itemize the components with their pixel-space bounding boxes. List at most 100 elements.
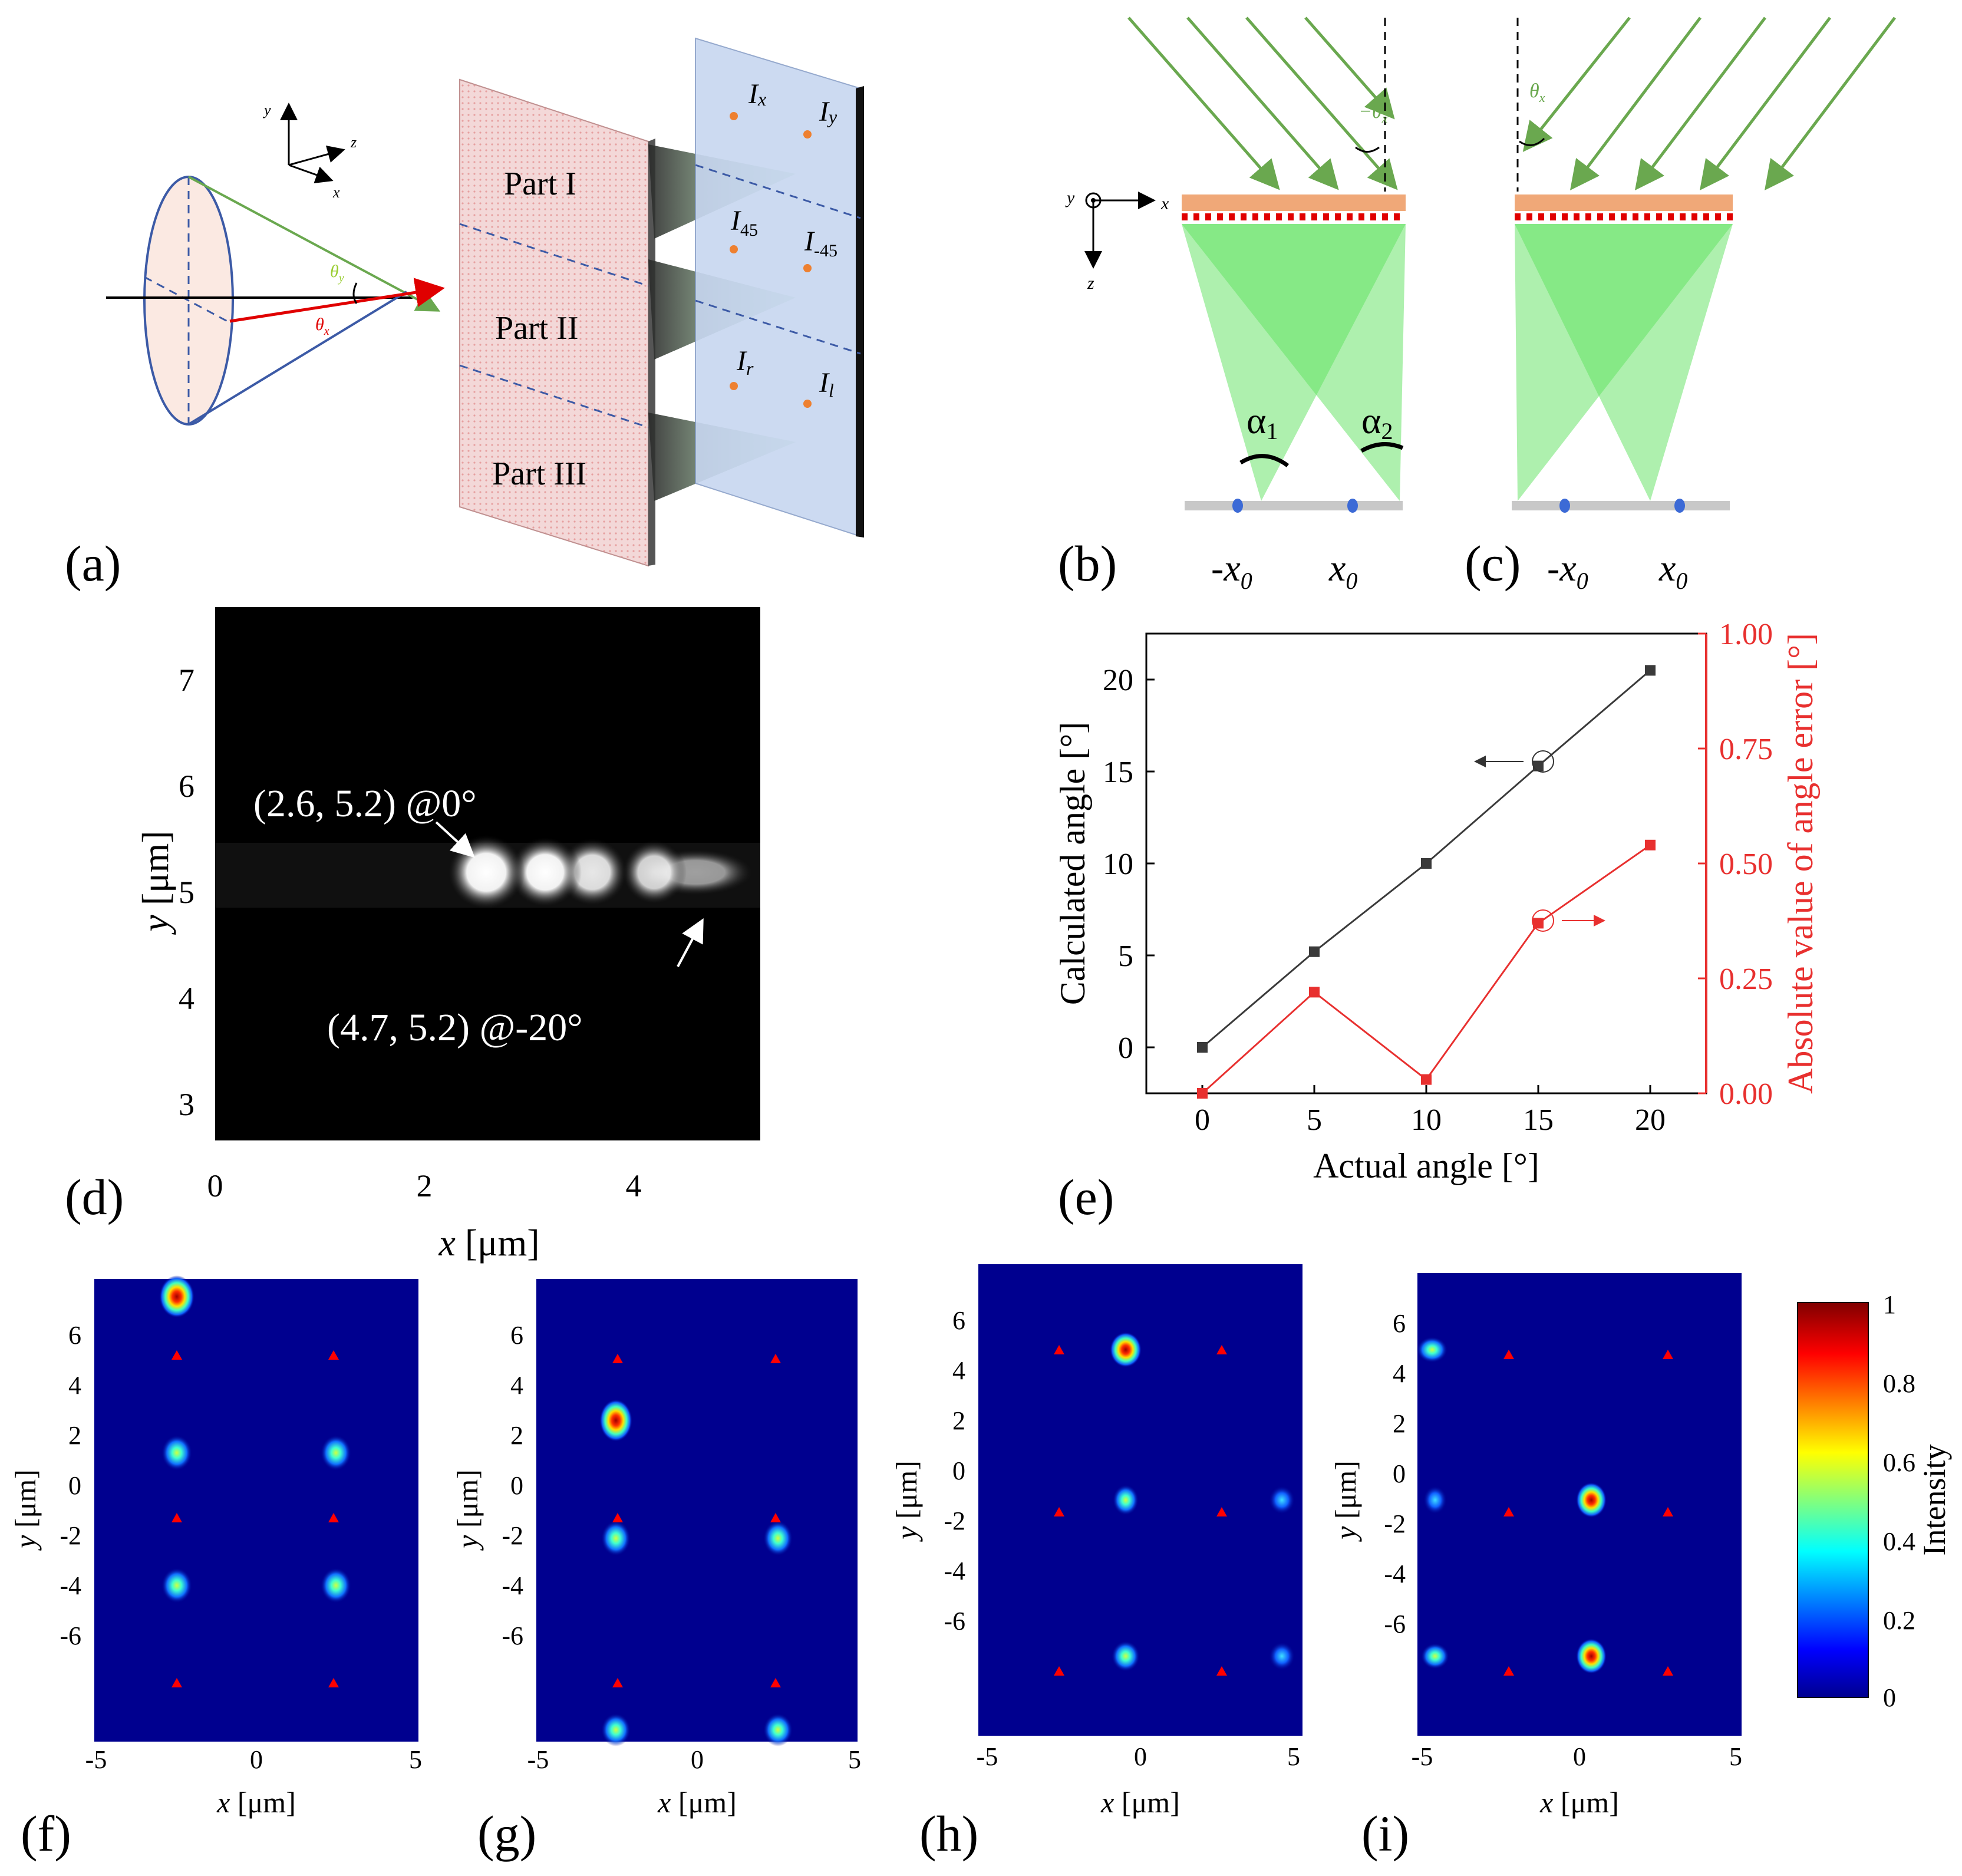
- e-ytick-right-label: 0.75: [1719, 733, 1773, 766]
- d-xtick: 0: [207, 1168, 223, 1204]
- angle-error-point: [1645, 839, 1656, 850]
- b-image-plane: [1185, 501, 1403, 510]
- c-pos-left: -x0: [1547, 547, 1588, 594]
- panel-label-e: (e): [1058, 1169, 1114, 1225]
- h-ylabel: y [μm]: [890, 1460, 923, 1542]
- e-ytick-right-label: 1.00: [1719, 618, 1773, 651]
- h-ytick: -6: [944, 1607, 965, 1636]
- g-map: [536, 1279, 858, 1742]
- angle-error-point: [1421, 1074, 1432, 1085]
- g-xticks: -5 0 5: [527, 1745, 861, 1774]
- colorbar-tick: 0.2: [1883, 1606, 1915, 1635]
- e-ytick-left-label: 10: [1103, 848, 1133, 881]
- g-yticks: 6 4 2 0 -2 -4 -6: [502, 1321, 523, 1650]
- f-yticks: 6 4 2 0 -2 -4 -6: [60, 1321, 81, 1650]
- calculated-angle-point: [1309, 946, 1320, 957]
- e-xtick-label: 15: [1523, 1103, 1554, 1137]
- h-ytick: 4: [952, 1356, 965, 1385]
- d-annotation-top: (2.6, 5.2) @0°: [253, 782, 477, 825]
- d-ytick: 4: [179, 981, 194, 1016]
- d-xlabel: x [μm]: [438, 1222, 539, 1264]
- e-xtick-label: 10: [1411, 1103, 1442, 1137]
- intensity-iy: Iy: [819, 96, 837, 127]
- part-2-label: Part II: [495, 310, 579, 347]
- f-ytick: 0: [68, 1471, 81, 1500]
- i-ytick: 6: [1393, 1309, 1406, 1338]
- g-ytick: -2: [502, 1521, 523, 1550]
- d-ylabel: y [μm]: [134, 830, 176, 935]
- colorbar-gradient: [1797, 1302, 1869, 1698]
- intensity-ix: Ix: [748, 78, 766, 110]
- intensity-i45: I45: [730, 205, 758, 240]
- panel-h: 6 4 2 0 -2 -4 -6 -5 0 5 x [μm] y [μm] (h…: [890, 1264, 1302, 1862]
- panel-g: 6 4 2 0 -2 -4 -6 -5 0 5 x [μm] y [μm] (g…: [451, 1279, 861, 1862]
- i-xtick: -5: [1412, 1742, 1433, 1771]
- h-ytick: 0: [952, 1456, 965, 1485]
- panel-label-d: (d): [65, 1169, 124, 1225]
- e-ytick-right-label: 0.50: [1719, 848, 1773, 881]
- e-ytick-left-label: 20: [1103, 664, 1133, 697]
- f-ytick: 6: [68, 1321, 81, 1350]
- h-ytick: 6: [952, 1306, 965, 1335]
- angle-error-point: [1533, 918, 1544, 929]
- h-xlabel: x [μm]: [1100, 1786, 1180, 1819]
- g-xtick: -5: [527, 1745, 549, 1774]
- h-xtick: 5: [1287, 1742, 1300, 1771]
- e-xlabel: Actual angle [°]: [1313, 1146, 1539, 1185]
- panel-label-c: (c): [1465, 535, 1521, 592]
- b-axis-x: x: [1160, 194, 1169, 213]
- i-ytick: -6: [1384, 1610, 1406, 1638]
- g-ytick: -4: [502, 1571, 523, 1600]
- calculated-angle-point: [1197, 1042, 1208, 1053]
- g-xlabel: x [μm]: [657, 1786, 737, 1819]
- d-y-ticks: 3 4 5 6 7: [179, 662, 194, 1122]
- d-xtick: 4: [626, 1168, 642, 1204]
- colorbar-ticks: 1 0.8 0.6 0.4 0.2 0: [1883, 1290, 1915, 1712]
- i-yticks: 6 4 2 0 -2 -4 -6: [1384, 1309, 1406, 1638]
- panel-a: θy θx y z x Part I Part II Part III Ix I…: [65, 37, 864, 592]
- blue-ray: [187, 291, 408, 426]
- b-axis-y: y: [1065, 188, 1075, 207]
- g-ytick: 2: [510, 1421, 523, 1450]
- colorbar-tick: 0.6: [1883, 1448, 1915, 1477]
- f-ytick: -2: [60, 1521, 81, 1550]
- e-xtick-label: 20: [1635, 1103, 1666, 1137]
- axis-z: z: [350, 134, 357, 151]
- f-ytick: 2: [68, 1421, 81, 1450]
- panel-i: 6 4 2 0 -2 -4 -6 -5 0 5 x [μm] y [μm] (i…: [1329, 1273, 1742, 1862]
- panel-b: −θx α1 α2 y x z (b) -x0 x0: [1058, 17, 1406, 594]
- f-xticks: -5 0 5: [85, 1745, 422, 1774]
- green-ray: [188, 176, 441, 312]
- panel-label-g: (g): [477, 1805, 536, 1862]
- h-map: [978, 1264, 1302, 1736]
- g-ytick: 0: [510, 1471, 523, 1500]
- d-x-ticks: 0 2 4: [207, 1168, 642, 1204]
- d-ytick: 6: [179, 769, 194, 804]
- h-yticks: 6 4 2 0 -2 -4 -6: [944, 1306, 965, 1636]
- e-ytick-left-label: 15: [1103, 756, 1133, 789]
- e-xtick-label: 5: [1307, 1103, 1322, 1137]
- b-angle-label: −θx: [1358, 101, 1388, 126]
- c-angle-label: θx: [1529, 80, 1545, 105]
- colorbar-tick: 1: [1883, 1290, 1896, 1319]
- calculated-angle-point: [1421, 858, 1432, 869]
- colorbar-label: Intensity: [1917, 1445, 1952, 1556]
- d-ytick: 3: [179, 1087, 194, 1122]
- panel-f: 6 4 2 0 -2 -4 -6 -5 0 5 x [μm] y [μm] (f…: [9, 1275, 422, 1862]
- axis-y: y: [262, 101, 271, 118]
- calculated-angle-point: [1533, 760, 1544, 771]
- i-xticks: -5 0 5: [1412, 1742, 1742, 1771]
- d-ytick: 7: [179, 662, 194, 698]
- colorbar-tick: 0.8: [1883, 1369, 1915, 1398]
- intensity-il: Il: [819, 367, 834, 401]
- part-3-label: Part III: [492, 456, 586, 492]
- b-pos-left: -x0: [1211, 547, 1252, 594]
- angle-error-point: [1197, 1088, 1208, 1099]
- series-angle-error-line: [1201, 844, 1651, 1094]
- b-axis-z: z: [1087, 273, 1094, 293]
- h-ytick: -4: [944, 1557, 965, 1585]
- g-xtick: 0: [691, 1745, 704, 1774]
- panel-label-a: (a): [65, 535, 121, 592]
- calculated-angle-point: [1645, 665, 1656, 676]
